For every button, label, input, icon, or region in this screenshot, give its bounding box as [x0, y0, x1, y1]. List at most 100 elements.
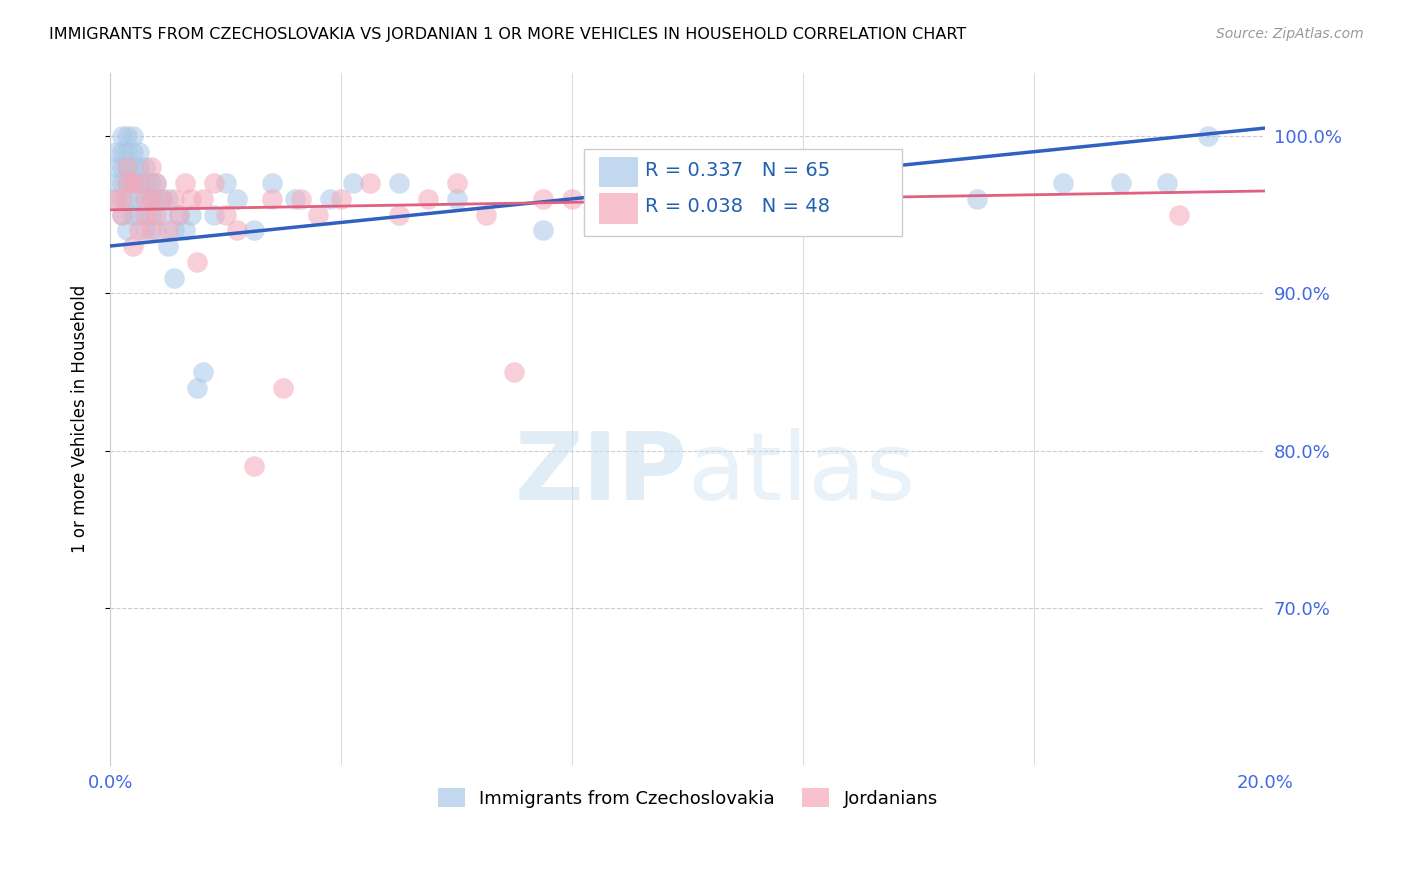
Point	[156, 223, 179, 237]
Point	[169, 208, 191, 222]
Point	[104, 192, 127, 206]
Point	[117, 145, 139, 159]
Point	[134, 176, 156, 190]
Point	[139, 161, 162, 175]
Point	[561, 192, 583, 206]
Point	[342, 176, 364, 190]
Point	[145, 208, 167, 222]
Point	[307, 208, 329, 222]
Point	[191, 365, 214, 379]
Point	[849, 208, 872, 222]
Point	[122, 239, 145, 253]
Point	[122, 128, 145, 143]
Point	[117, 176, 139, 190]
Point	[1109, 176, 1132, 190]
Point	[128, 176, 150, 190]
Point	[117, 176, 139, 190]
Point	[648, 192, 671, 206]
Point	[122, 145, 145, 159]
Point	[111, 145, 134, 159]
Point	[117, 161, 139, 175]
Text: R = 0.337   N = 65: R = 0.337 N = 65	[645, 161, 831, 179]
Point	[139, 192, 162, 206]
Point	[226, 223, 249, 237]
Point	[162, 270, 184, 285]
Point	[619, 192, 641, 206]
Point	[122, 161, 145, 175]
Point	[134, 192, 156, 206]
Point	[186, 254, 208, 268]
Point	[104, 176, 127, 190]
Point	[169, 208, 191, 222]
Point	[111, 128, 134, 143]
Point	[128, 208, 150, 222]
Point	[128, 145, 150, 159]
Point	[330, 192, 353, 206]
Point	[128, 161, 150, 175]
Point	[117, 128, 139, 143]
Text: R = 0.038   N = 48: R = 0.038 N = 48	[645, 197, 830, 216]
Point	[134, 208, 156, 222]
Point	[180, 208, 202, 222]
Point	[150, 192, 173, 206]
Point	[150, 208, 173, 222]
Point	[174, 223, 197, 237]
FancyBboxPatch shape	[599, 194, 638, 224]
Point	[156, 192, 179, 206]
Point	[104, 161, 127, 175]
Point	[531, 223, 554, 237]
Point	[128, 223, 150, 237]
Point	[1197, 128, 1219, 143]
Point	[214, 176, 236, 190]
Point	[145, 176, 167, 190]
Point	[734, 192, 756, 206]
Point	[503, 365, 526, 379]
Point	[134, 223, 156, 237]
Point	[591, 176, 613, 190]
Point	[162, 223, 184, 237]
Point	[676, 176, 699, 190]
Point	[446, 192, 468, 206]
Point	[134, 161, 156, 175]
Point	[111, 161, 134, 175]
Point	[202, 176, 225, 190]
FancyBboxPatch shape	[599, 157, 638, 187]
Point	[388, 176, 411, 190]
Text: Source: ZipAtlas.com: Source: ZipAtlas.com	[1216, 27, 1364, 41]
Point	[104, 192, 127, 206]
Point	[214, 208, 236, 222]
Point	[359, 176, 381, 190]
Point	[531, 192, 554, 206]
Point	[416, 192, 439, 206]
Point	[734, 192, 756, 206]
Point	[128, 176, 150, 190]
Point	[191, 192, 214, 206]
Point	[226, 192, 249, 206]
Point	[150, 192, 173, 206]
Point	[117, 192, 139, 206]
Point	[290, 192, 312, 206]
Point	[162, 192, 184, 206]
Point	[186, 381, 208, 395]
Point	[104, 145, 127, 159]
Point	[619, 208, 641, 222]
Point	[273, 381, 295, 395]
Point	[284, 192, 307, 206]
Point	[474, 208, 496, 222]
Text: atlas: atlas	[688, 428, 917, 520]
Point	[156, 239, 179, 253]
Point	[122, 176, 145, 190]
Point	[145, 223, 167, 237]
Point	[388, 208, 411, 222]
Point	[111, 176, 134, 190]
Point	[139, 208, 162, 222]
Point	[966, 192, 988, 206]
Point	[318, 192, 340, 206]
Point	[243, 459, 266, 474]
Point	[122, 176, 145, 190]
Point	[1156, 176, 1178, 190]
Point	[260, 192, 283, 206]
Point	[122, 192, 145, 206]
Point	[180, 192, 202, 206]
Point	[243, 223, 266, 237]
